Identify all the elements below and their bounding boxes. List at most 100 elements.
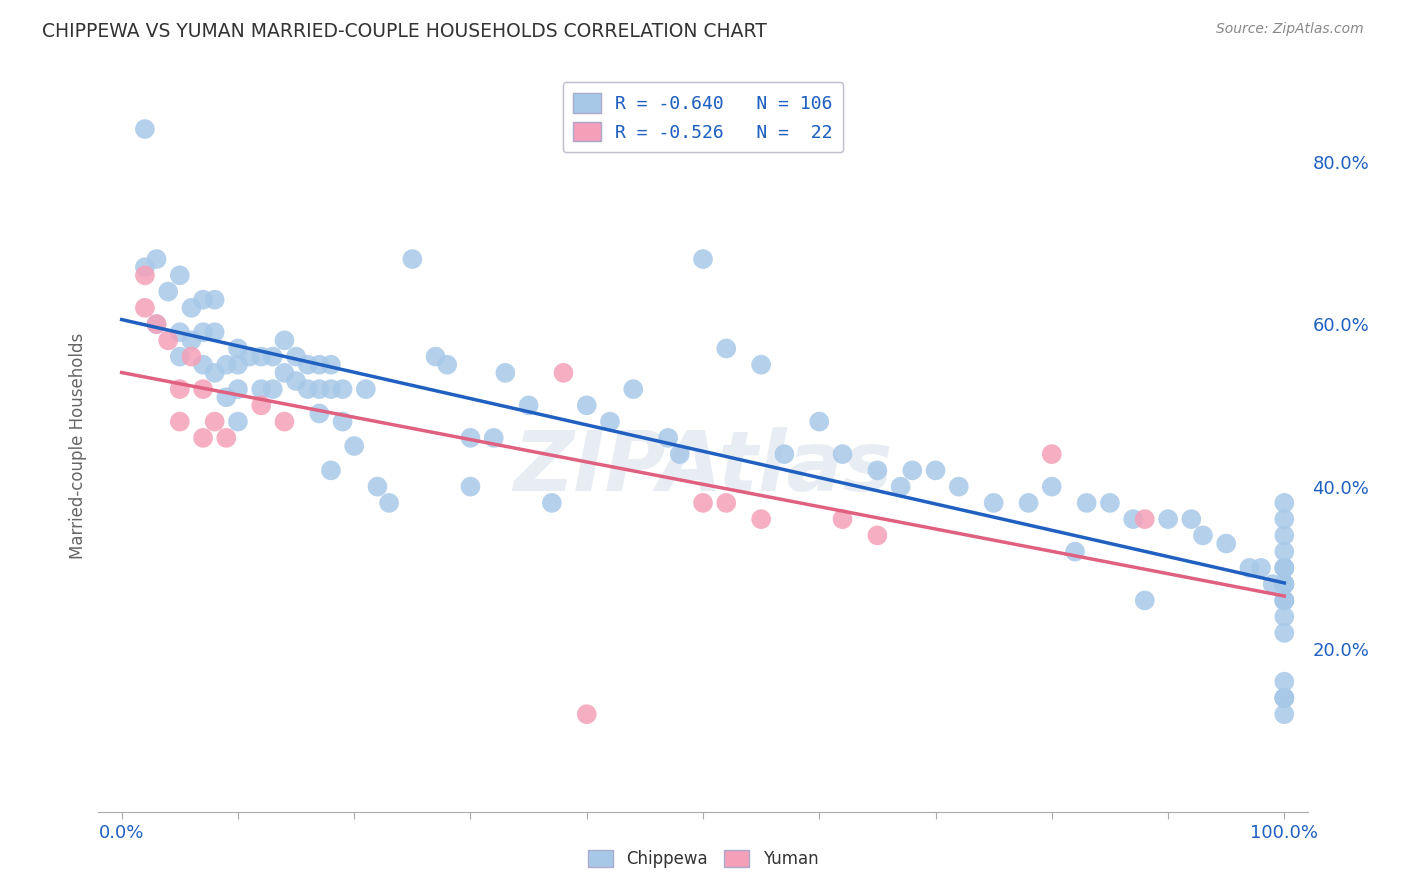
Point (250, 398, 273, 412)
Point (308, 382, 330, 396)
Point (1272, 577, 1295, 591)
Point (460, 480, 482, 494)
Point (273, 415, 295, 429)
Point (134, 268, 156, 283)
Point (401, 252, 423, 266)
Point (134, 122, 156, 136)
Point (332, 415, 354, 429)
Point (239, 350, 262, 364)
Point (1122, 512, 1144, 526)
Point (1272, 561, 1295, 575)
Point (901, 463, 924, 477)
Point (262, 382, 284, 396)
Point (1180, 512, 1202, 526)
Point (308, 407, 330, 421)
Point (1272, 674, 1295, 689)
Point (319, 463, 342, 477)
Point (983, 496, 1005, 510)
Point (1272, 577, 1295, 591)
Point (1272, 512, 1295, 526)
Point (204, 293, 226, 307)
Legend: R = -0.640   N = 106, R = -0.526   N =  22: R = -0.640 N = 106, R = -0.526 N = 22 (562, 82, 844, 153)
Point (169, 350, 191, 364)
Point (134, 260, 156, 275)
Point (621, 382, 644, 396)
Point (145, 252, 167, 266)
Point (157, 285, 180, 299)
Point (285, 350, 308, 364)
Point (575, 398, 598, 412)
Point (180, 334, 202, 348)
Point (297, 358, 319, 372)
Point (226, 415, 249, 429)
Point (540, 496, 562, 510)
Point (1272, 626, 1295, 640)
Point (285, 374, 308, 388)
Point (378, 496, 401, 510)
Point (343, 439, 366, 453)
Point (948, 480, 970, 494)
Point (749, 512, 772, 526)
Legend: Chippewa, Yuman: Chippewa, Yuman (581, 843, 825, 875)
Text: ZIPAtlas: ZIPAtlas (513, 427, 893, 508)
Point (215, 390, 238, 404)
Point (191, 325, 214, 339)
Point (749, 358, 772, 372)
Point (332, 382, 354, 396)
Point (1272, 593, 1295, 607)
Point (145, 317, 167, 331)
Point (1133, 593, 1156, 607)
Point (145, 317, 167, 331)
Point (1272, 609, 1295, 624)
Point (215, 358, 238, 372)
Text: CHIPPEWA VS YUMAN MARRIED-COUPLE HOUSEHOLDS CORRELATION CHART: CHIPPEWA VS YUMAN MARRIED-COUPLE HOUSEHO… (42, 22, 768, 41)
Point (1272, 593, 1295, 607)
Point (657, 431, 679, 445)
Point (716, 342, 738, 356)
Point (831, 447, 853, 461)
Point (436, 358, 458, 372)
Point (308, 358, 330, 372)
Point (250, 350, 273, 364)
Point (831, 512, 853, 526)
Point (553, 366, 575, 380)
Point (169, 268, 191, 283)
Point (1272, 577, 1295, 591)
Point (1040, 480, 1063, 494)
Point (319, 382, 342, 396)
Point (1076, 496, 1098, 510)
Point (250, 382, 273, 396)
Point (169, 325, 191, 339)
Point (460, 431, 482, 445)
Point (1272, 544, 1295, 558)
Point (1272, 707, 1295, 722)
Point (1272, 528, 1295, 542)
Point (692, 496, 714, 510)
Point (773, 447, 796, 461)
Point (599, 415, 621, 429)
Y-axis label: Married-couple Households: Married-couple Households (69, 333, 87, 559)
Point (226, 382, 249, 396)
Point (425, 350, 447, 364)
Point (575, 707, 598, 722)
Point (169, 415, 191, 429)
Point (866, 528, 889, 542)
Point (1215, 536, 1237, 550)
Point (1272, 690, 1295, 705)
Point (1157, 512, 1180, 526)
Point (1018, 496, 1040, 510)
Point (1272, 561, 1295, 575)
Point (1272, 690, 1295, 705)
Point (191, 293, 214, 307)
Point (1192, 528, 1215, 542)
Point (692, 252, 714, 266)
Point (808, 415, 831, 429)
Point (517, 398, 540, 412)
Point (1272, 690, 1295, 705)
Point (204, 325, 226, 339)
Point (134, 301, 156, 315)
Point (494, 366, 516, 380)
Point (716, 496, 738, 510)
Point (319, 358, 342, 372)
Point (1064, 544, 1087, 558)
